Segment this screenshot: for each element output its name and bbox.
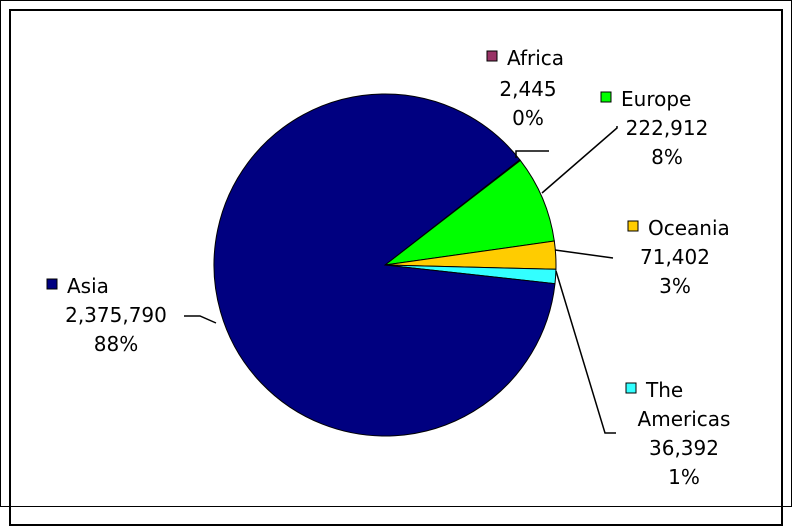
pie-slice-europe <box>383 159 555 266</box>
data-label: Oceania <box>648 216 730 240</box>
data-label: 8% <box>651 145 683 169</box>
leader-line <box>184 315 217 324</box>
data-label: 3% <box>659 274 691 298</box>
data-label: 71,402 <box>640 245 710 269</box>
leader-line <box>515 150 549 158</box>
leader-line <box>554 249 614 259</box>
data-label: 2,375,790 <box>65 303 167 327</box>
data-labels: Africa 2,445 0% Europe 222,912 8% Oceania 71,40… <box>46 46 731 489</box>
data-label: Europe <box>621 87 691 111</box>
legend-key <box>600 91 612 103</box>
data-label: 0% <box>512 106 544 130</box>
data-label: Asia <box>67 274 109 298</box>
leader-line <box>555 270 616 434</box>
data-label: The <box>645 378 683 402</box>
legend-key <box>486 50 498 62</box>
data-label: Americas <box>638 407 731 431</box>
pie-slice-asia <box>213 93 556 437</box>
leader-line <box>541 126 618 194</box>
legend-key <box>46 278 58 290</box>
pie-chart: Africa 2,445 0% Europe 222,912 8% Oceania 71,40… <box>46 46 731 489</box>
data-label: 222,912 <box>626 116 709 140</box>
data-label: 88% <box>94 332 138 356</box>
data-label: 2,445 <box>499 77 556 101</box>
pie-slices <box>213 93 557 437</box>
data-label: Africa <box>507 46 564 70</box>
data-label: 36,392 <box>649 436 719 460</box>
data-label: 1% <box>668 465 700 489</box>
legend-key <box>627 220 639 232</box>
legend-key <box>625 382 637 394</box>
leader-lines <box>184 126 618 434</box>
